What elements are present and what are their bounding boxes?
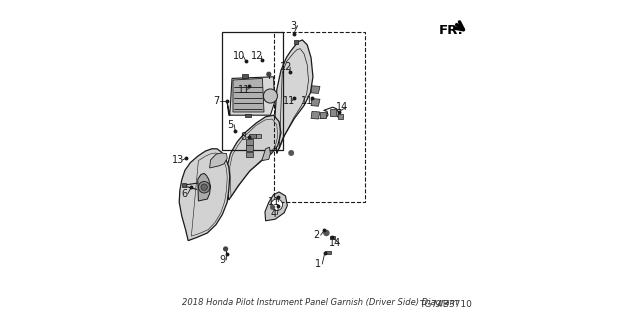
- Polygon shape: [210, 153, 227, 168]
- Polygon shape: [233, 78, 264, 112]
- Circle shape: [267, 72, 271, 76]
- Text: 14: 14: [336, 102, 349, 112]
- Text: 2: 2: [314, 230, 320, 240]
- Text: 6: 6: [181, 188, 187, 199]
- Text: 13: 13: [172, 155, 185, 165]
- Polygon shape: [265, 192, 287, 221]
- Polygon shape: [311, 86, 320, 93]
- Polygon shape: [325, 251, 332, 254]
- Polygon shape: [227, 77, 275, 115]
- Polygon shape: [245, 114, 251, 117]
- Polygon shape: [275, 40, 313, 154]
- Text: 11: 11: [282, 96, 295, 106]
- Circle shape: [224, 247, 228, 251]
- Polygon shape: [330, 236, 335, 239]
- Bar: [246, 145, 253, 151]
- Bar: [330, 109, 336, 116]
- Circle shape: [271, 205, 275, 209]
- Polygon shape: [182, 183, 186, 187]
- Polygon shape: [294, 40, 298, 44]
- Text: 3: 3: [291, 20, 297, 31]
- Polygon shape: [256, 134, 261, 138]
- Circle shape: [324, 230, 329, 236]
- Text: 11: 11: [237, 84, 250, 95]
- Bar: [320, 112, 326, 118]
- Polygon shape: [338, 114, 343, 119]
- Text: 12: 12: [280, 62, 292, 72]
- Text: 11: 11: [301, 96, 314, 106]
- Polygon shape: [179, 149, 230, 241]
- Text: 8: 8: [240, 132, 246, 142]
- Circle shape: [201, 184, 207, 190]
- Polygon shape: [198, 173, 211, 201]
- Text: 9: 9: [220, 255, 225, 265]
- Text: FR.: FR.: [438, 24, 463, 37]
- Text: 11: 11: [268, 196, 281, 207]
- Circle shape: [289, 151, 293, 155]
- Circle shape: [271, 199, 283, 211]
- Text: 10: 10: [233, 51, 246, 61]
- Bar: [223, 32, 283, 150]
- Polygon shape: [262, 147, 270, 161]
- Polygon shape: [311, 99, 320, 106]
- Bar: [274, 32, 365, 202]
- Text: 14: 14: [329, 238, 342, 248]
- Circle shape: [264, 89, 278, 103]
- Polygon shape: [249, 134, 256, 138]
- Text: 12: 12: [252, 51, 264, 61]
- Polygon shape: [242, 74, 248, 78]
- Text: TG74B3710: TG74B3710: [419, 300, 472, 309]
- Text: 4: 4: [271, 209, 276, 220]
- Text: 1: 1: [316, 259, 321, 269]
- Bar: [246, 152, 253, 157]
- Bar: [246, 139, 253, 145]
- Polygon shape: [311, 111, 320, 119]
- Polygon shape: [227, 115, 281, 200]
- Text: 2018 Honda Pilot Instrument Panel Garnish (Driver Side) Diagram: 2018 Honda Pilot Instrument Panel Garnis…: [182, 298, 458, 307]
- Text: 5: 5: [227, 120, 234, 130]
- Text: 7: 7: [213, 96, 219, 106]
- Circle shape: [198, 181, 210, 193]
